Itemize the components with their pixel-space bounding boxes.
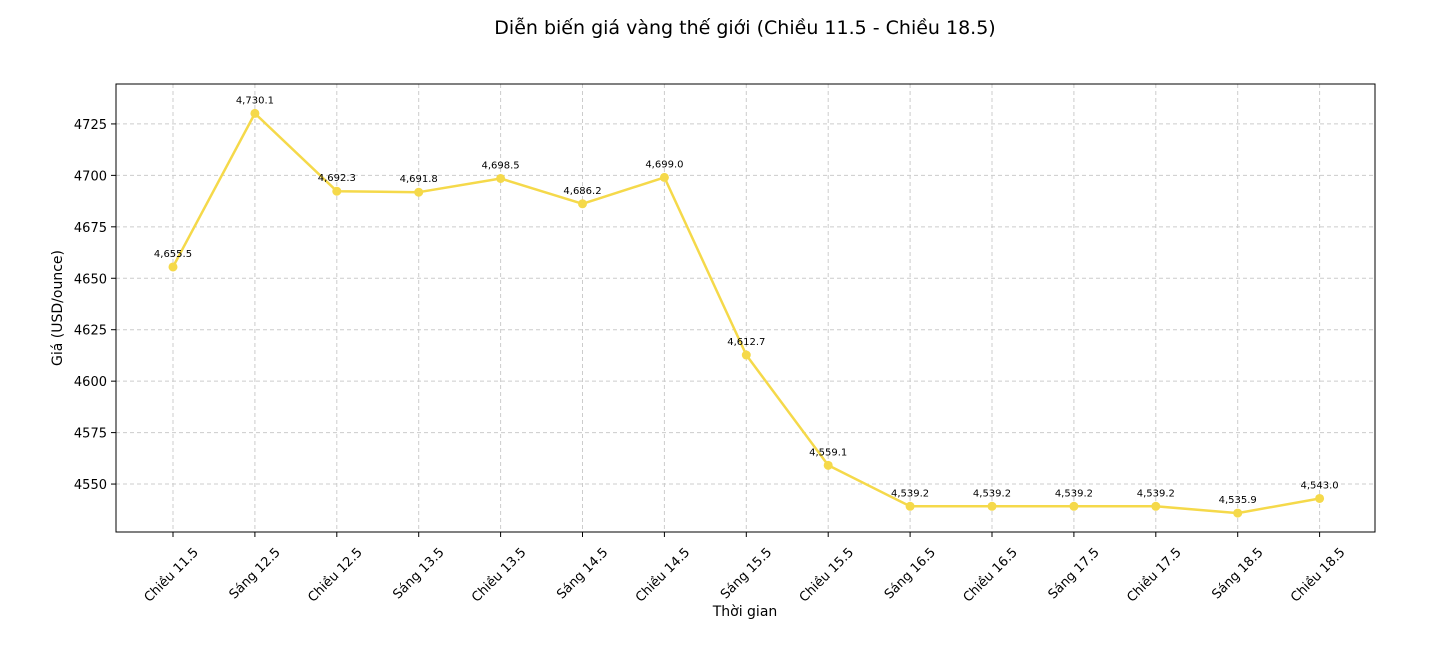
data-point bbox=[414, 187, 424, 197]
x-tick-label: Sáng 15.5 bbox=[718, 545, 775, 602]
chart-title: Diễn biến giá vàng thế giới (Chiều 11.5 … bbox=[494, 16, 995, 39]
data-point bbox=[1069, 501, 1079, 511]
x-axis-label: Thời gian bbox=[712, 604, 778, 620]
x-tick-label: Chiều 12.5 bbox=[305, 545, 365, 605]
x-tick-label: Sáng 18.5 bbox=[1209, 545, 1266, 602]
y-tick-label: 4650 bbox=[74, 272, 107, 287]
y-tick-label: 4625 bbox=[74, 324, 107, 339]
y-tick-label: 4700 bbox=[74, 169, 107, 184]
x-tick-label: Sáng 12.5 bbox=[227, 545, 284, 602]
data-point bbox=[987, 501, 997, 511]
x-tick-label: Chiều 13.5 bbox=[469, 545, 529, 605]
data-label: 4,655.5 bbox=[154, 249, 192, 260]
data-labels: 4,655.5 4,730.1 4,692.3 4,691.8 4,698.5 4,686… bbox=[154, 95, 1339, 506]
data-label: 4,699.0 bbox=[645, 159, 683, 170]
data-label: 4,692.3 bbox=[318, 173, 356, 184]
data-point bbox=[496, 173, 506, 183]
x-axis: Chiều 11.5 Sáng 12.5 Chiều 12.5 Sáng 13.5 Ch… bbox=[142, 532, 1348, 606]
data-label: 4,612.7 bbox=[727, 337, 765, 348]
x-tick-label: Sáng 17.5 bbox=[1046, 545, 1103, 602]
data-point bbox=[905, 501, 915, 511]
data-label: 4,535.9 bbox=[1219, 495, 1257, 506]
y-tick-label: 4725 bbox=[74, 118, 107, 133]
data-point bbox=[332, 186, 342, 196]
plot-frame bbox=[115, 83, 1376, 533]
x-tick-label: Chiều 15.5 bbox=[797, 545, 857, 605]
x-tick-label: Chiều 11.5 bbox=[142, 545, 202, 605]
data-label: 4,559.1 bbox=[809, 447, 847, 458]
data-points bbox=[168, 108, 1325, 518]
x-tick-label: Chiều 16.5 bbox=[961, 545, 1021, 605]
x-tick-label: Sáng 14.5 bbox=[554, 545, 611, 602]
data-label: 4,539.2 bbox=[1137, 488, 1175, 499]
data-label: 4,686.2 bbox=[563, 186, 601, 197]
y-axis-label: Giá (USD/ounce) bbox=[50, 250, 66, 366]
data-label: 4,539.2 bbox=[1055, 488, 1093, 499]
y-tick-label: 4600 bbox=[74, 375, 107, 390]
data-label: 4,698.5 bbox=[482, 160, 520, 171]
data-point bbox=[168, 262, 178, 272]
x-tick-label: Sáng 13.5 bbox=[390, 545, 447, 602]
y-axis: 4550 4575 4600 4625 4650 4675 4700 4725 bbox=[74, 118, 116, 493]
data-point bbox=[823, 460, 833, 470]
data-label: 4,539.2 bbox=[891, 488, 929, 499]
data-point bbox=[1315, 493, 1325, 503]
y-tick-label: 4550 bbox=[74, 478, 107, 493]
data-point bbox=[741, 350, 751, 360]
x-tick-label: Sáng 16.5 bbox=[882, 545, 939, 602]
data-point bbox=[578, 199, 587, 209]
y-tick-label: 4575 bbox=[74, 427, 107, 442]
x-tick-label: Chiều 14.5 bbox=[633, 545, 693, 605]
data-label: 4,730.1 bbox=[236, 95, 274, 106]
data-point bbox=[1233, 508, 1243, 518]
x-tick-label: Chiều 18.5 bbox=[1288, 545, 1348, 605]
data-point bbox=[1151, 501, 1161, 511]
data-point bbox=[250, 108, 260, 118]
grid bbox=[116, 84, 1375, 532]
data-point bbox=[659, 172, 669, 182]
y-tick-label: 4675 bbox=[74, 221, 107, 236]
data-label: 4,691.8 bbox=[400, 174, 438, 185]
data-label: 4,543.0 bbox=[1301, 480, 1339, 491]
data-label: 4,539.2 bbox=[973, 488, 1011, 499]
x-tick-label: Chiều 17.5 bbox=[1124, 545, 1184, 605]
